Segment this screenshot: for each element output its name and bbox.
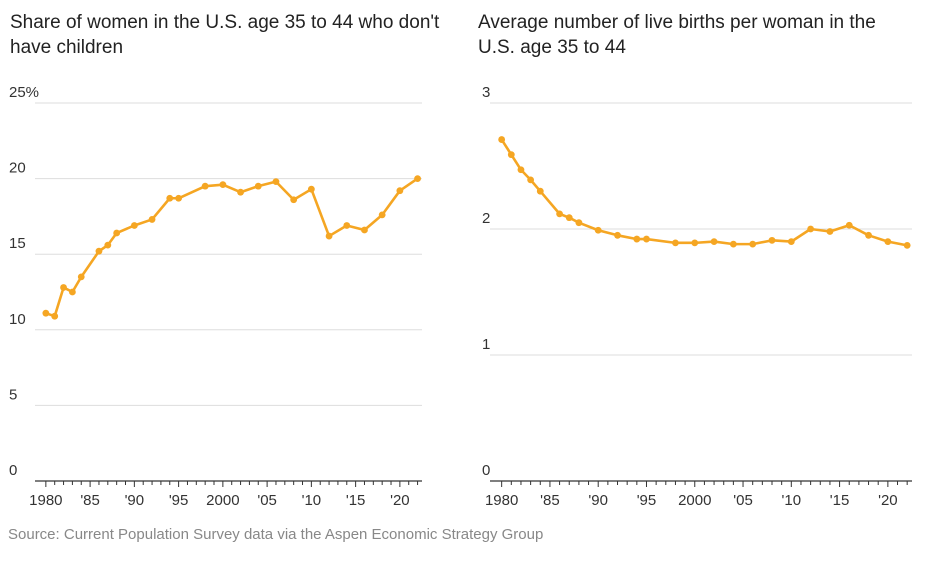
- x-tick-label: '10: [782, 492, 802, 509]
- series-line: [44, 177, 419, 318]
- chart-svg-live-births: 0 1 2 3 1980 '85 '90 '95 2000 '05 '10 '15 '20: [482, 84, 912, 509]
- source-note: Source: Current Population Survey data v…: [8, 526, 544, 543]
- y-tick-label: 5: [9, 386, 17, 403]
- data-point: [903, 241, 911, 249]
- data-point: [536, 187, 544, 195]
- x-tick-label: '20: [878, 492, 898, 509]
- chart-title: Average number of live births per woman …: [478, 12, 876, 58]
- data-point: [672, 239, 679, 247]
- data-point: [95, 247, 103, 255]
- x-tick-label: '05: [257, 492, 277, 509]
- data-point: [729, 240, 737, 248]
- chart-panel-live-births: Average number of live births per woman …: [468, 0, 928, 520]
- data-point: [290, 196, 298, 204]
- data-point: [130, 222, 138, 229]
- x-tick-label: '90: [588, 492, 608, 509]
- data-point: [691, 239, 699, 247]
- y-tick-label: 0: [482, 462, 490, 479]
- data-point: [614, 231, 621, 239]
- data-point: [643, 235, 650, 243]
- data-point: [237, 188, 244, 196]
- x-tick-label: 1980: [485, 492, 518, 509]
- x-tick-label: 2000: [206, 492, 239, 509]
- y-tick-label: 20: [9, 160, 26, 177]
- chart-panel-childless-share: Share of women in the U.S. age 35 to 44 …: [0, 0, 460, 520]
- x-tick-label: '10: [302, 492, 322, 509]
- data-point: [594, 226, 602, 234]
- x-tick-label: '95: [169, 492, 189, 509]
- data-point: [414, 175, 421, 183]
- data-point: [307, 185, 315, 193]
- x-tick-label: 2000: [678, 492, 711, 509]
- data-point: [104, 241, 112, 249]
- data-point: [175, 194, 183, 202]
- data-point: [272, 178, 280, 186]
- y-tick-label: 0: [9, 462, 17, 479]
- data-point: [884, 238, 892, 246]
- data-point: [254, 182, 262, 190]
- data-point: [60, 284, 67, 291]
- data-point: [219, 181, 227, 189]
- data-point: [201, 182, 209, 190]
- data-point: [507, 151, 515, 159]
- x-tick-label: '85: [80, 492, 100, 509]
- x-tick-label: 1980: [29, 492, 62, 509]
- chart-svg-childless-share: 0 5 10 15 20 25% 1980 '85 '90 '95 2000 '05 '10 '15 '20: [9, 84, 422, 509]
- y-tick-label: 15: [9, 235, 26, 252]
- data-point: [865, 231, 872, 239]
- y-tick-label: 10: [9, 311, 26, 328]
- x-tick-label: '95: [637, 492, 657, 509]
- data-point: [787, 238, 795, 246]
- data-point: [148, 216, 156, 223]
- data-point: [77, 273, 85, 281]
- data-point: [361, 226, 368, 234]
- x-tick-label: '20: [390, 492, 410, 509]
- y-tick-label: 2: [482, 210, 490, 227]
- x-tick-label: '90: [125, 492, 145, 509]
- data-point: [826, 228, 834, 235]
- data-point: [556, 210, 563, 218]
- data-point: [710, 238, 718, 246]
- x-tick-label: '15: [346, 492, 366, 509]
- y-tick-label: 3: [482, 84, 490, 101]
- x-tick-label: '85: [540, 492, 560, 509]
- data-point: [166, 194, 174, 202]
- data-point: [343, 222, 351, 229]
- data-point: [378, 211, 386, 219]
- data-point: [633, 235, 641, 243]
- y-tick-label: 1: [482, 336, 490, 353]
- y-tick-label: 25%: [9, 84, 39, 101]
- x-tick-label: '15: [830, 492, 850, 509]
- data-point: [527, 176, 535, 184]
- data-point: [498, 136, 506, 143]
- data-point: [325, 232, 333, 240]
- data-point: [749, 240, 757, 248]
- series-line: [500, 138, 909, 247]
- data-point: [845, 221, 853, 229]
- data-point: [565, 214, 573, 222]
- data-point: [42, 309, 50, 317]
- data-point: [768, 236, 776, 244]
- data-point: [113, 229, 121, 237]
- x-tick-label: '05: [733, 492, 753, 509]
- data-point: [51, 312, 59, 320]
- data-point: [517, 166, 525, 174]
- chart-title: Share of women in the U.S. age 35 to 44 …: [10, 12, 440, 58]
- data-point: [396, 187, 404, 195]
- data-point: [807, 225, 815, 233]
- data-point: [575, 219, 583, 227]
- data-point: [69, 288, 76, 296]
